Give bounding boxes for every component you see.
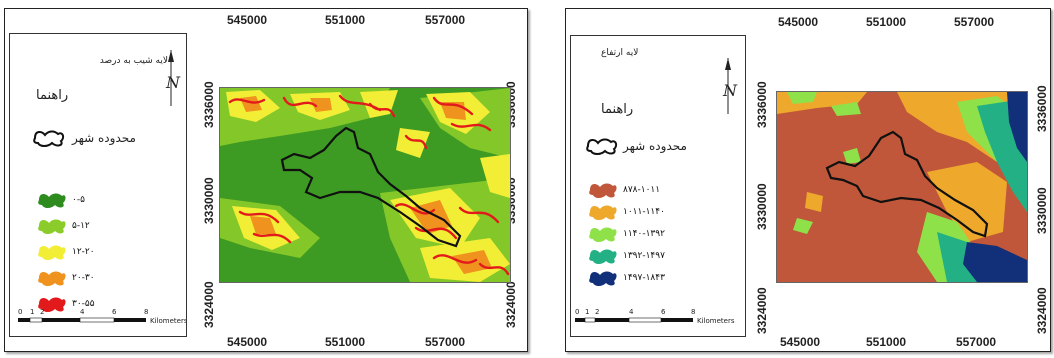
elevation-map-panel: لایه ارتفاع N راهنما محدوده شهر ۸۷۸-۱۰۱۱… [565, 8, 1051, 352]
legend-swatch-icon [589, 205, 617, 220]
scale-tick: 2 [40, 308, 44, 316]
scale-tick: 1 [30, 308, 34, 316]
legend-class-item: ۱۴۹۷-۱۸۴۳ [587, 268, 665, 288]
legend-class-label: ۲۰-۳۰ [72, 273, 95, 283]
scale-tick: 2 [595, 308, 599, 316]
x-tick-top: 545000 [778, 15, 819, 29]
y-tick-left: 3336000 [202, 81, 216, 128]
scale-tick: 4 [629, 308, 634, 316]
boundary-shape-icon [33, 130, 65, 147]
legend-swatch-icon [589, 271, 617, 286]
legend-class-item: ۵-۱۲ [36, 216, 90, 236]
svg-text:N: N [165, 73, 181, 92]
scale-bar: 0 1 2 4 6 8 Kilometers [18, 308, 186, 325]
legend-class-item: ۱۰۱۱-۱۱۴۰ [587, 202, 665, 222]
x-tick-bottom: 551000 [325, 335, 366, 349]
y-tick-right: 3330000 [1035, 187, 1049, 234]
guide-label: راهنما [36, 88, 69, 103]
boundary-label: محدوده شهر [623, 139, 687, 153]
legend-class-item: ۰-۵ [36, 190, 85, 210]
legend-class-item: ۸۷۸-۱۰۱۱ [587, 180, 660, 200]
legend-swatch-icon [38, 219, 66, 234]
legend-class-label: ۱۴۹۷-۱۸۴۳ [623, 273, 665, 283]
y-tick-left: 3330000 [202, 177, 216, 224]
legend-swatch-icon [38, 245, 66, 260]
x-tick-bottom: 551000 [866, 335, 907, 349]
x-tick-top: 557000 [425, 13, 466, 27]
y-tick-left: 3330000 [755, 183, 769, 230]
legend-swatch-icon [589, 249, 617, 264]
x-tick-top: 545000 [227, 13, 268, 27]
slope-map-panel: لایه شیب به درصد N راهنما محدوده شهر ۰-۵… [4, 8, 528, 352]
legend-class-label: ۱۰۱۱-۱۱۴۰ [623, 207, 665, 217]
city-boundary-legend: محدوده شهر [585, 136, 687, 156]
legend-class-label: ۵-۱۲ [72, 221, 90, 231]
scale-tick: 0 [18, 308, 22, 316]
north-arrow-icon: N [165, 50, 181, 106]
boundary-shape-icon [586, 138, 618, 155]
x-tick-top: 551000 [866, 15, 907, 29]
x-tick-bottom: 545000 [780, 335, 821, 349]
x-tick-bottom: 557000 [425, 335, 466, 349]
legend-title: لایه شیب به درصد [99, 56, 168, 66]
scale-tick: 6 [661, 308, 666, 316]
north-arrow-icon: N [722, 58, 738, 114]
guide-label: راهنما [601, 102, 634, 117]
scale-unit: Kilometers [150, 317, 186, 325]
legend-class-label: ۰-۵ [72, 195, 85, 205]
scale-unit: Kilometers [697, 317, 735, 325]
elevation-legend: لایه ارتفاع N راهنما محدوده شهر ۸۷۸-۱۰۱۱… [570, 35, 746, 337]
x-tick-top: 551000 [325, 13, 366, 27]
legend-title: لایه ارتفاع [601, 48, 639, 58]
boundary-label: محدوده شهر [72, 131, 136, 145]
y-tick-right: 3336000 [1035, 85, 1049, 132]
x-tick-bottom: 557000 [956, 335, 997, 349]
legend-swatch-icon [589, 227, 617, 242]
x-tick-top: 557000 [954, 15, 995, 29]
scale-tick: 1 [585, 308, 589, 316]
scale-tick: 6 [112, 308, 117, 316]
y-tick-left: 3336000 [755, 81, 769, 128]
scale-bar: 0 1 2 4 6 8 Kilometers [575, 308, 735, 325]
legend-swatch-icon [38, 193, 66, 208]
legend-class-item: ۱۲-۲۰ [36, 242, 95, 262]
svg-text:N: N [722, 81, 738, 100]
scale-tick: 0 [575, 308, 579, 316]
y-tick-left: 3324000 [755, 287, 769, 334]
legend-class-item: ۲۰-۳۰ [36, 268, 95, 288]
y-tick-right: 3324000 [1035, 287, 1049, 334]
legend-swatch-icon [38, 297, 66, 312]
legend-class-label: ۱۱۴۰-۱۳۹۲ [623, 229, 665, 239]
legend-class-label: ۸۷۸-۱۰۱۱ [623, 185, 661, 195]
elevation-raster-map [776, 91, 1028, 283]
x-tick-bottom: 545000 [227, 335, 268, 349]
slope-raster-map [219, 87, 511, 283]
legend-class-item: ۱۱۴۰-۱۳۹۲ [587, 224, 665, 244]
legend-class-item: ۳۰-۵۵ [36, 294, 95, 314]
legend-class-item: ۱۳۹۲-۱۴۹۷ [587, 246, 665, 266]
legend-swatch-icon [38, 271, 66, 286]
slope-legend: لایه شیب به درصد N راهنما محدوده شهر ۰-۵… [9, 33, 187, 337]
scale-tick: 4 [80, 308, 85, 316]
scale-tick: 8 [144, 308, 148, 316]
scale-tick: 8 [691, 308, 695, 316]
legend-class-label: ۱۳۹۲-۱۴۹۷ [623, 251, 665, 261]
legend-class-label: ۳۰-۵۵ [72, 299, 95, 309]
legend-class-label: ۱۲-۲۰ [72, 247, 95, 257]
city-boundary-legend: محدوده شهر [32, 128, 136, 148]
y-tick-left: 3324000 [202, 281, 216, 328]
legend-swatch-icon [589, 183, 617, 198]
